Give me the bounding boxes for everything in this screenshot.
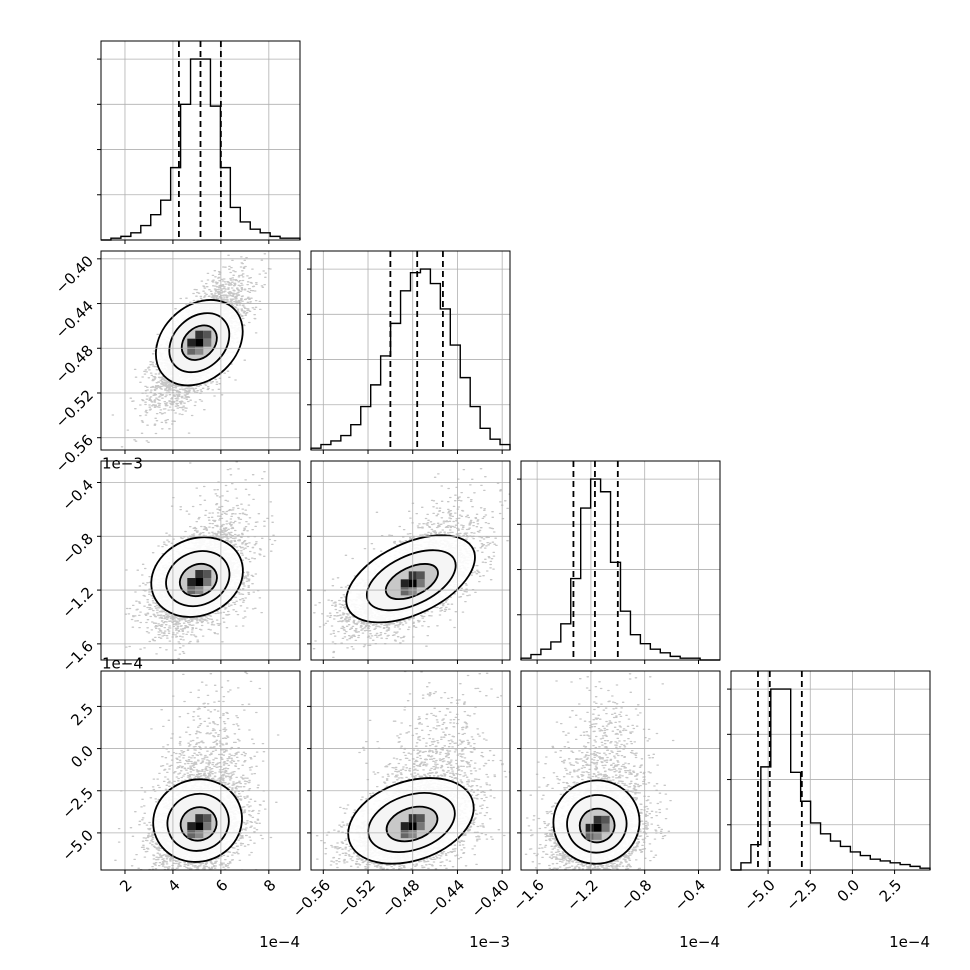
density-cell — [187, 338, 196, 347]
density-cell — [400, 579, 409, 588]
density-cell — [400, 587, 409, 596]
scatter-points — [114, 671, 280, 870]
density-cell — [195, 330, 204, 339]
density-cell — [400, 830, 409, 839]
density-cell — [203, 578, 212, 587]
density-cell — [593, 815, 602, 824]
x-offset-label-p3: 1e−4 — [889, 933, 930, 951]
density-cell — [400, 822, 409, 831]
axes-frame — [310, 670, 511, 871]
density-cell — [585, 823, 594, 832]
axes-frame — [310, 250, 511, 451]
axes-frame — [520, 460, 721, 661]
density-cell — [195, 570, 204, 579]
axes-frame — [100, 40, 301, 241]
x-offset-label-p0: 1e−4 — [259, 933, 300, 951]
density-cell — [203, 814, 212, 823]
density-cell — [187, 822, 196, 831]
density-cell — [203, 330, 212, 339]
density-cell — [416, 822, 425, 831]
density-cell — [195, 346, 204, 355]
scatter-points — [521, 671, 675, 870]
hist-panel-p1 — [307, 250, 511, 451]
axes-frame — [100, 670, 301, 871]
density-cell — [195, 822, 204, 831]
scatter-panel-p1-p2 — [310, 460, 511, 661]
density-cell — [203, 570, 212, 579]
density-cell — [593, 823, 602, 832]
density-cell — [203, 338, 212, 347]
axes-frame — [730, 670, 931, 871]
hist-step-p2 — [520, 478, 720, 661]
y-offset-label-p2-row: 1e−4 — [102, 655, 143, 673]
hist-panel-p3 — [727, 670, 931, 871]
density-cell — [601, 815, 610, 824]
scatter-points — [315, 671, 510, 870]
hist-step-p3 — [731, 688, 931, 871]
density-cell — [187, 578, 196, 587]
density-cell — [416, 579, 425, 588]
density-cell — [416, 814, 425, 823]
hist-step-p1 — [310, 268, 511, 450]
x-offset-label-p2: 1e−4 — [679, 933, 720, 951]
density-cell — [416, 571, 425, 580]
density-cell — [187, 346, 196, 355]
scatter-points — [312, 468, 510, 660]
density-cell — [601, 823, 610, 832]
y-offset-label-p1: 1e−3 — [102, 455, 143, 473]
scatter-panel-p2-p3 — [520, 670, 721, 871]
density-cell — [585, 831, 594, 840]
axes-frame — [100, 250, 301, 451]
density-cell — [187, 830, 196, 839]
density-cell — [195, 578, 204, 587]
x-offset-label-p1: 1e−3 — [469, 933, 510, 951]
scatter-panel-p0-p2 — [100, 460, 301, 661]
density-cell — [195, 814, 204, 823]
density-cell — [195, 338, 204, 347]
hist-panel-p2 — [517, 460, 721, 661]
scatter-panel-p0-p1 — [100, 250, 301, 451]
axes-frame — [520, 670, 721, 871]
axes-frame — [310, 460, 511, 661]
density-cell — [203, 822, 212, 831]
hist-step-p0 — [101, 58, 301, 241]
axes-frame — [100, 460, 301, 661]
hist-panel-p0 — [97, 40, 301, 241]
scatter-panel-p1-p3 — [310, 670, 511, 871]
density-cell — [195, 830, 204, 839]
scatter-panel-p0-p3 — [100, 670, 301, 871]
density-cell — [593, 831, 602, 840]
